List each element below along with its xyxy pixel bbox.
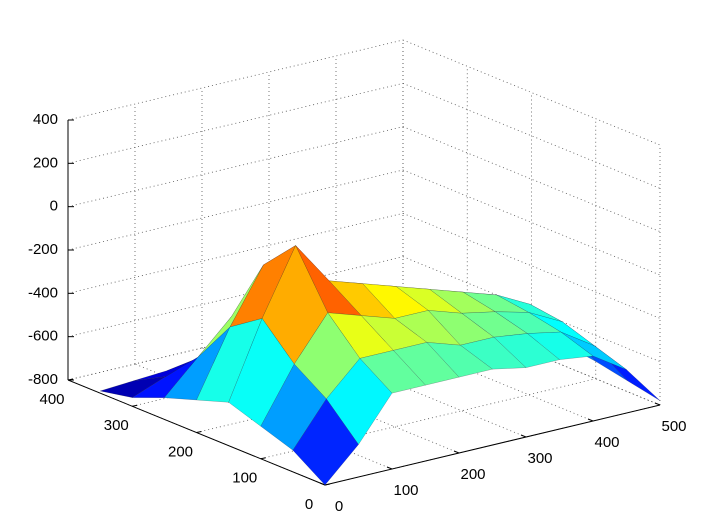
grid-line — [260, 378, 596, 460]
x-tick — [520, 434, 527, 438]
x-tick — [654, 402, 661, 406]
grid-line — [402, 169, 661, 276]
y-tick — [260, 457, 266, 460]
z-tick-label: 0 — [50, 198, 58, 215]
surface-patch — [292, 398, 359, 486]
z-tick-label: -800 — [28, 371, 58, 388]
grid-line — [67, 82, 404, 164]
grid-line — [67, 126, 404, 208]
y-tick — [196, 431, 202, 433]
z-tick-label: -600 — [28, 328, 58, 345]
z-tick-label: 400 — [33, 111, 58, 128]
x-tick — [453, 450, 460, 454]
grid-line — [67, 256, 404, 338]
z-tick-label: -400 — [28, 284, 58, 301]
y-tick-label: 400 — [39, 391, 64, 408]
x-tick-label: 0 — [335, 498, 343, 515]
x-tick-label: 200 — [460, 466, 485, 483]
x-tick-label: 300 — [527, 450, 552, 467]
x-tick — [587, 418, 594, 422]
x-tick — [386, 466, 393, 470]
x-tick — [319, 482, 326, 486]
y-tick-label: 200 — [168, 443, 193, 460]
y-tick-label: 0 — [305, 496, 313, 513]
y-tick-label: 100 — [232, 470, 257, 487]
x-axis — [324, 404, 661, 486]
y-tick — [324, 483, 331, 486]
x-tick-label: 400 — [594, 434, 619, 451]
x-tick-label: 100 — [393, 482, 418, 499]
grid-line — [67, 169, 404, 251]
x-tick-label: 500 — [661, 418, 686, 435]
grid-line — [402, 39, 661, 146]
y-tick-label: 300 — [104, 417, 129, 434]
y-tick — [132, 404, 138, 407]
grid-line — [67, 39, 404, 121]
z-tick-label: -200 — [28, 241, 58, 258]
grid-line — [67, 212, 404, 294]
z-tick-label: 200 — [33, 154, 58, 171]
